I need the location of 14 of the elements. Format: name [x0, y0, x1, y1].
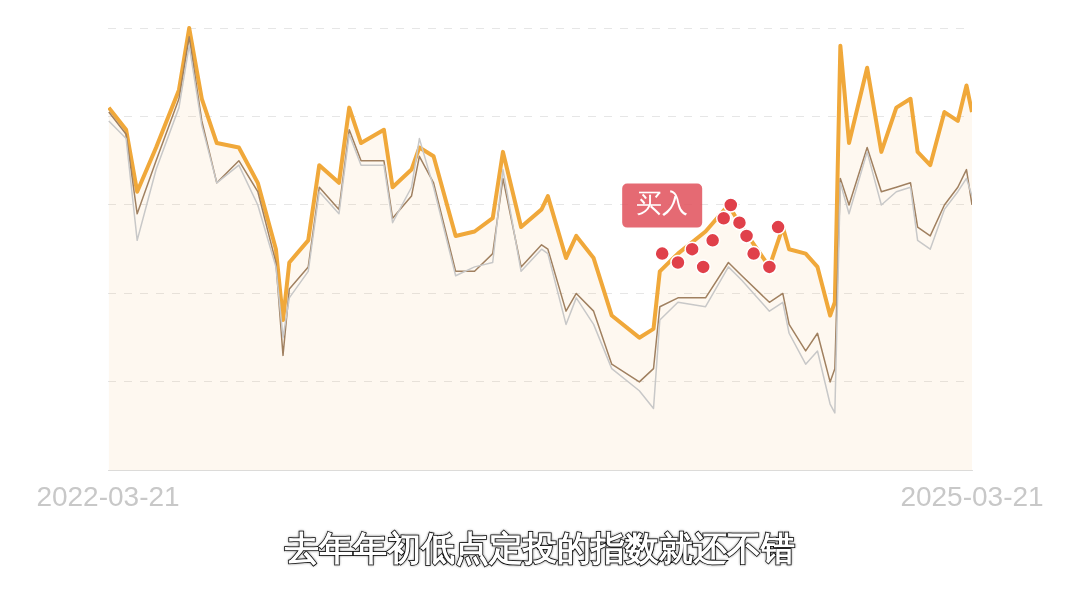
- point: [770, 219, 786, 235]
- point: [745, 245, 762, 262]
- annotation: 买入: [636, 188, 689, 219]
- point: [670, 254, 686, 271]
- point: [738, 228, 755, 244]
- point: [684, 241, 700, 257]
- point: [695, 259, 711, 275]
- point: [715, 210, 732, 226]
- point: [761, 259, 778, 275]
- text: 去年年初低点定投的指数就还不错: [283, 527, 797, 570]
- point: [654, 245, 670, 262]
- point: [704, 232, 721, 249]
- point: [723, 197, 739, 213]
- point: [731, 214, 748, 231]
